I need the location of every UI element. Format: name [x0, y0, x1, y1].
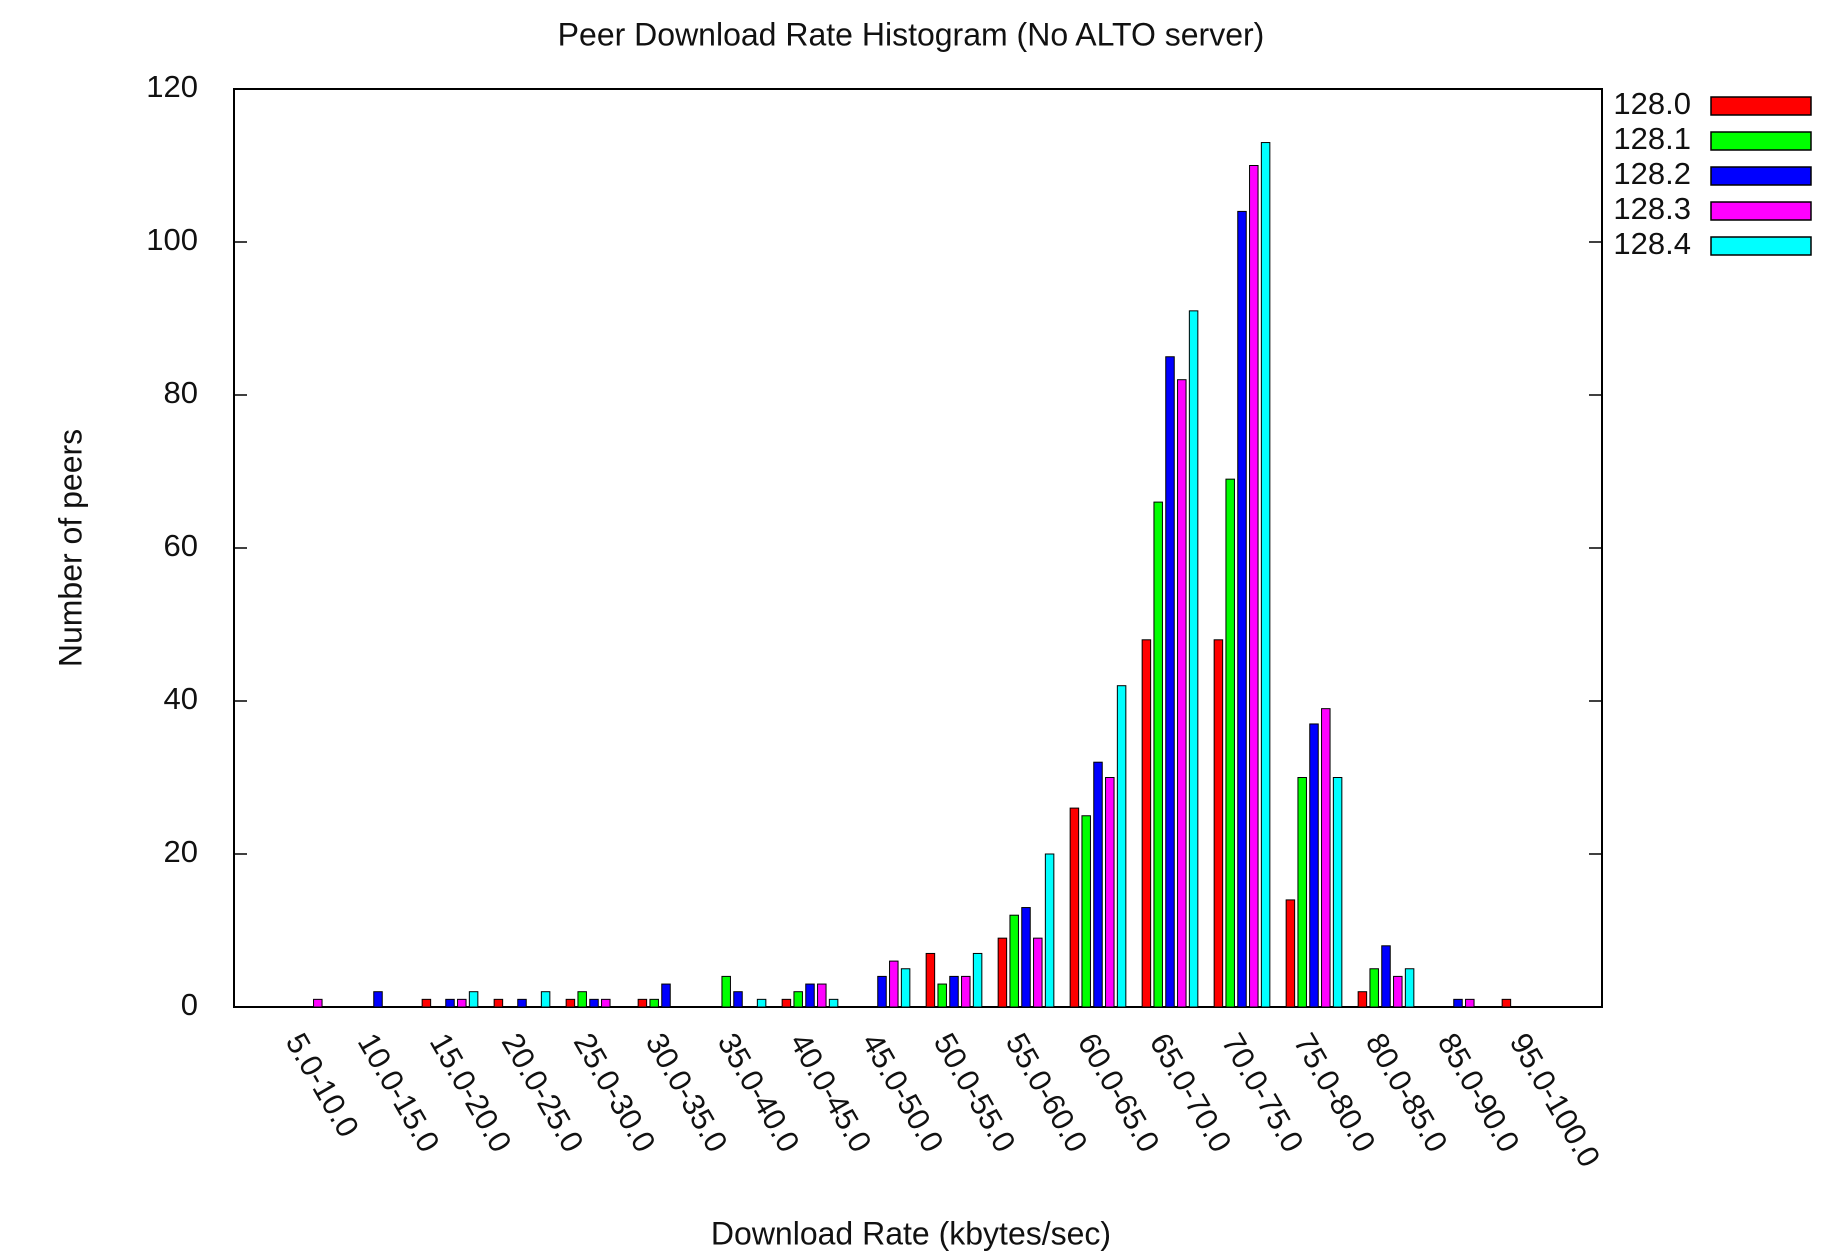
bar — [828, 998, 839, 1008]
y-tick-label: 100 — [146, 222, 198, 257]
y-tick-label: 80 — [164, 375, 198, 410]
bar — [1213, 639, 1224, 1008]
bar — [889, 960, 899, 1008]
bar — [1044, 853, 1055, 1008]
bar — [637, 998, 648, 1008]
bar — [649, 998, 659, 1008]
bar — [1081, 815, 1091, 1008]
bar — [457, 998, 467, 1008]
bar — [1105, 777, 1115, 1008]
bar — [1116, 685, 1127, 1008]
bar — [972, 952, 983, 1008]
bar — [1141, 639, 1152, 1008]
bar — [1249, 165, 1259, 1008]
legend-label: 128.3 — [1613, 191, 1691, 226]
bar — [1453, 998, 1463, 1008]
bar — [468, 991, 479, 1008]
bar — [1021, 907, 1031, 1008]
bar — [1033, 937, 1043, 1008]
legend-swatch — [1710, 166, 1812, 186]
bar — [781, 998, 792, 1008]
bar — [1177, 379, 1187, 1008]
bar — [1069, 807, 1080, 1008]
bar — [949, 975, 959, 1008]
legend-swatch — [1710, 96, 1812, 116]
bar — [1404, 968, 1415, 1008]
bar — [997, 937, 1008, 1008]
bar — [1357, 991, 1368, 1008]
bar — [1225, 478, 1235, 1008]
bar — [565, 998, 576, 1008]
bar — [1153, 501, 1163, 1008]
bar — [1332, 777, 1343, 1008]
bar — [721, 975, 731, 1008]
bar — [1165, 356, 1175, 1008]
plot-frame — [233, 88, 1603, 1008]
bar — [540, 991, 551, 1008]
x-axis-title: Download Rate (kbytes/sec) — [711, 1215, 1111, 1251]
bar — [961, 975, 971, 1008]
bar — [1393, 975, 1403, 1008]
legend-label: 128.4 — [1613, 226, 1691, 261]
bar — [493, 998, 504, 1008]
legend-label: 128.1 — [1613, 121, 1691, 156]
bar — [1381, 945, 1391, 1008]
y-tick-label: 120 — [146, 69, 198, 104]
bar — [661, 983, 671, 1008]
bar — [577, 991, 587, 1008]
bar — [1188, 310, 1199, 1008]
y-tick-label: 40 — [164, 681, 198, 716]
bar — [900, 968, 911, 1008]
bar — [733, 991, 743, 1008]
bar — [517, 998, 527, 1008]
bar — [817, 983, 827, 1008]
bar — [805, 983, 815, 1008]
bar — [373, 991, 383, 1008]
bar — [445, 998, 455, 1008]
bar — [1260, 142, 1271, 1008]
bar — [877, 975, 887, 1008]
bar — [1501, 998, 1512, 1008]
legend-swatch — [1710, 131, 1812, 151]
legend-label: 128.2 — [1613, 156, 1691, 191]
bar — [1237, 210, 1247, 1008]
bar — [589, 998, 599, 1008]
bar — [1285, 899, 1296, 1008]
bar — [1309, 723, 1319, 1008]
bar — [1369, 968, 1379, 1008]
chart-title: Peer Download Rate Histogram (No ALTO se… — [558, 16, 1265, 52]
bar — [1465, 998, 1475, 1008]
bar — [1009, 914, 1019, 1008]
bar — [793, 991, 803, 1008]
y-tick-label: 20 — [164, 834, 198, 869]
bar — [937, 983, 947, 1008]
bar — [925, 952, 936, 1008]
bar — [601, 998, 611, 1008]
legend-label: 128.0 — [1613, 86, 1691, 121]
bar — [421, 998, 432, 1008]
legend-swatch — [1710, 201, 1812, 221]
y-tick-label: 0 — [181, 987, 198, 1022]
x-tick-label: 95.0-100.0 — [1503, 1027, 1607, 1173]
y-axis-title: Number of peers — [52, 429, 88, 667]
bar — [1093, 761, 1103, 1008]
y-tick-label: 60 — [164, 528, 198, 563]
legend-swatch — [1710, 236, 1812, 256]
bar — [313, 998, 323, 1008]
bar — [1297, 777, 1307, 1008]
bar — [756, 998, 767, 1008]
bar — [1321, 708, 1331, 1008]
